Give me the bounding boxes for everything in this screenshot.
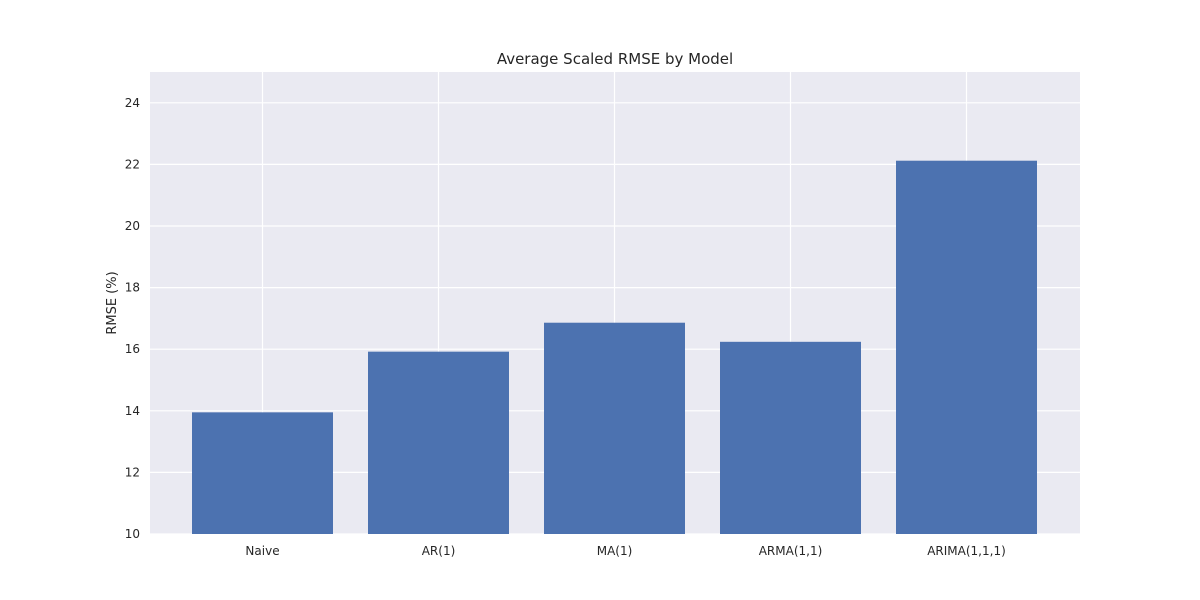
y-tick-label: 20 bbox=[125, 219, 140, 233]
bar-arma-1-1 bbox=[720, 341, 861, 534]
bar-naive bbox=[192, 412, 333, 534]
y-tick-label: 12 bbox=[125, 465, 140, 479]
chart-title: Average Scaled RMSE by Model bbox=[497, 50, 733, 68]
bar-ar-1 bbox=[368, 351, 509, 534]
x-tick-label: Naive bbox=[245, 544, 279, 558]
y-tick-label: 16 bbox=[125, 342, 140, 356]
bars bbox=[192, 160, 1037, 535]
x-tick-label: MA(1) bbox=[597, 544, 633, 558]
x-tick-label: ARMA(1,1) bbox=[759, 544, 823, 558]
y-axis-label: RMSE (%) bbox=[105, 271, 120, 334]
y-tick-labels: 10 12 14 16 18 20 22 24 bbox=[125, 96, 140, 541]
bar-ma-1 bbox=[544, 322, 685, 534]
y-tick-label: 22 bbox=[125, 157, 140, 171]
y-tick-label: 14 bbox=[125, 404, 140, 418]
x-tick-label: AR(1) bbox=[422, 544, 456, 558]
x-tick-labels: Naive AR(1) MA(1) ARMA(1,1) ARIMA(1,1,1) bbox=[245, 544, 1005, 558]
y-tick-label: 10 bbox=[125, 527, 140, 541]
y-tick-label: 18 bbox=[125, 281, 140, 295]
y-tick-label: 24 bbox=[125, 96, 140, 110]
bar-arima-1-1-1 bbox=[896, 160, 1037, 535]
x-tick-label: ARIMA(1,1,1) bbox=[927, 544, 1006, 558]
